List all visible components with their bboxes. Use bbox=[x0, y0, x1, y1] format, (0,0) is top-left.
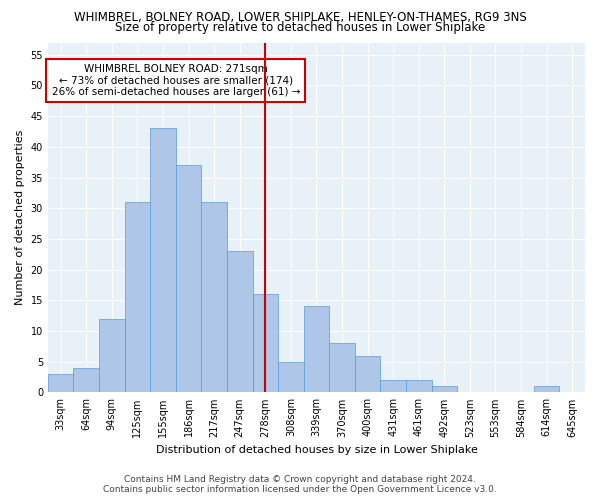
Text: WHIMBREL BOLNEY ROAD: 271sqm
← 73% of detached houses are smaller (174)
26% of s: WHIMBREL BOLNEY ROAD: 271sqm ← 73% of de… bbox=[52, 64, 300, 97]
Bar bbox=[176, 166, 202, 392]
Bar bbox=[202, 202, 227, 392]
Bar bbox=[431, 386, 457, 392]
Y-axis label: Number of detached properties: Number of detached properties bbox=[15, 130, 25, 305]
Bar bbox=[380, 380, 406, 392]
Text: Size of property relative to detached houses in Lower Shiplake: Size of property relative to detached ho… bbox=[115, 22, 485, 35]
Text: WHIMBREL, BOLNEY ROAD, LOWER SHIPLAKE, HENLEY-ON-THAMES, RG9 3NS: WHIMBREL, BOLNEY ROAD, LOWER SHIPLAKE, H… bbox=[74, 12, 526, 24]
Bar bbox=[278, 362, 304, 392]
Bar bbox=[406, 380, 431, 392]
Bar bbox=[125, 202, 150, 392]
Bar bbox=[150, 128, 176, 392]
Bar bbox=[329, 344, 355, 392]
Bar bbox=[253, 294, 278, 392]
Bar bbox=[355, 356, 380, 393]
Bar bbox=[73, 368, 99, 392]
Text: Contains HM Land Registry data © Crown copyright and database right 2024.
Contai: Contains HM Land Registry data © Crown c… bbox=[103, 474, 497, 494]
Bar bbox=[48, 374, 73, 392]
Bar bbox=[304, 306, 329, 392]
X-axis label: Distribution of detached houses by size in Lower Shiplake: Distribution of detached houses by size … bbox=[155, 445, 478, 455]
Bar bbox=[99, 319, 125, 392]
Bar bbox=[227, 251, 253, 392]
Bar bbox=[534, 386, 559, 392]
